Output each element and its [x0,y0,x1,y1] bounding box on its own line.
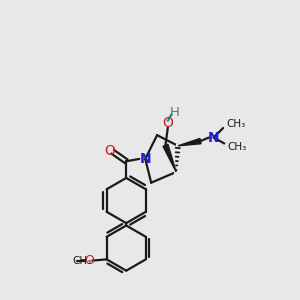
Text: N: N [140,152,151,166]
Polygon shape [163,144,176,172]
Text: N: N [208,130,219,145]
Text: H: H [169,106,179,119]
Text: CH₃: CH₃ [72,256,92,266]
Text: O: O [84,254,94,267]
Polygon shape [178,139,201,146]
Text: O: O [162,116,173,130]
Text: O: O [104,144,115,158]
Text: CH₃: CH₃ [227,119,246,129]
Text: CH₃: CH₃ [228,142,247,152]
